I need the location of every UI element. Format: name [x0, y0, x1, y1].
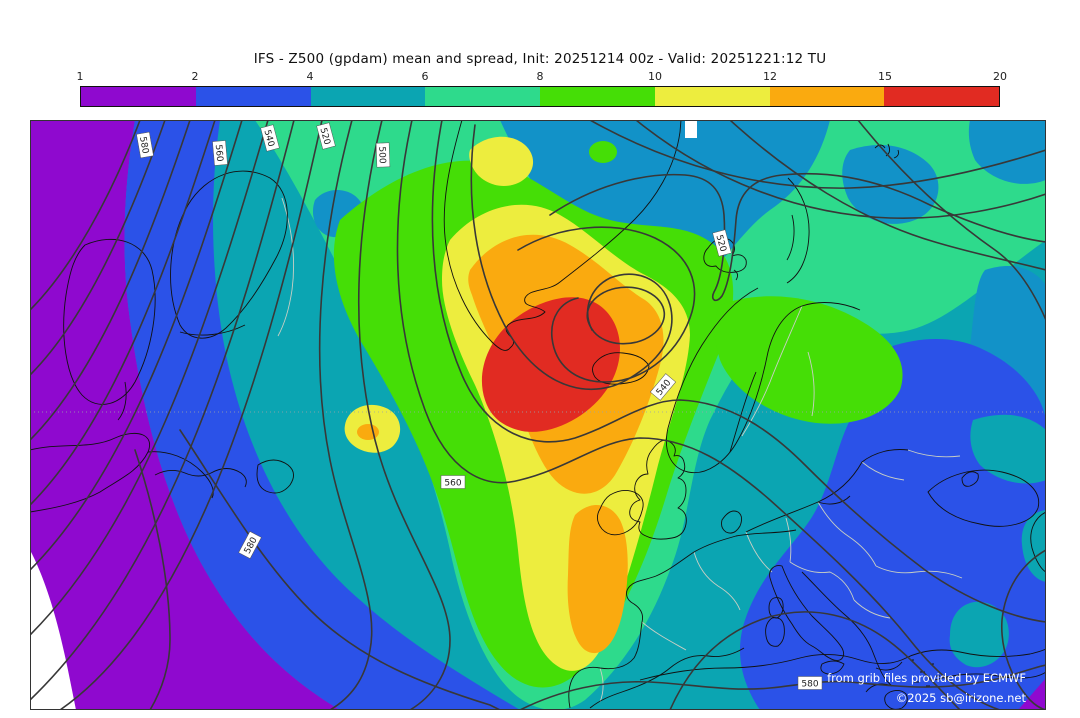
colorbar-segment-6-8	[425, 87, 540, 106]
colorbar-segment-15-20	[884, 87, 999, 106]
colorbar-segment-8-10	[540, 87, 655, 106]
colorbar-tick: 8	[536, 70, 544, 83]
colorbar-segment-10-12	[654, 87, 770, 106]
map-area: 580 560 540 520 500 520 540 560 580 580 from grib…	[29, 119, 1047, 711]
svg-text:540: 540	[261, 129, 275, 148]
attribution-source: from grib files provided by ECMWF	[827, 671, 1026, 685]
colorbar-tick: 1	[76, 70, 84, 83]
colorbar-tick: 10	[648, 70, 662, 83]
svg-text:580: 580	[801, 680, 818, 690]
colorbar-segment-4-6	[310, 87, 426, 106]
contour-label: 560	[440, 475, 466, 489]
colorbar-ticks: 1 2 4 6 8 10 12 15 20	[0, 70, 1080, 84]
colorbar	[80, 86, 1000, 107]
map-frame	[30, 120, 1046, 710]
contour-label: 560	[212, 140, 228, 166]
colorbar-tick: 2	[191, 70, 199, 83]
contour-label: 580	[797, 676, 823, 690]
contour-label: 500	[375, 142, 391, 168]
colorbar-segment-2-4	[195, 87, 311, 106]
country-borders	[277, 197, 963, 703]
coastlines	[29, 119, 1047, 710]
svg-text:500: 500	[376, 146, 387, 164]
svg-text:520: 520	[317, 127, 331, 146]
colorbar-tick: 4	[306, 70, 314, 83]
svg-text:580: 580	[137, 136, 150, 155]
attribution-copyright: ©2025 sb@irizone.net	[896, 691, 1027, 705]
colorbar-tick: 6	[421, 70, 429, 83]
svg-text:560: 560	[444, 479, 461, 489]
contour-label: 520	[316, 122, 336, 150]
contour-label: 540	[260, 124, 280, 152]
chart-title: IFS - Z500 (gpdam) mean and spread, Init…	[253, 51, 827, 67]
colorbar-tick: 15	[878, 70, 892, 83]
contour-label: 580	[136, 131, 154, 159]
colorbar-segment-1-2	[81, 87, 196, 106]
svg-text:520: 520	[713, 234, 727, 253]
contour-label: 520	[712, 229, 732, 257]
z500-contours	[29, 119, 1047, 711]
svg-text:560: 560	[213, 144, 224, 162]
colorbar-tick: 20	[993, 70, 1007, 83]
colorbar-tick: 12	[763, 70, 777, 83]
colorbar-segment-12-15	[769, 87, 885, 106]
spread-shading	[30, 120, 1046, 711]
